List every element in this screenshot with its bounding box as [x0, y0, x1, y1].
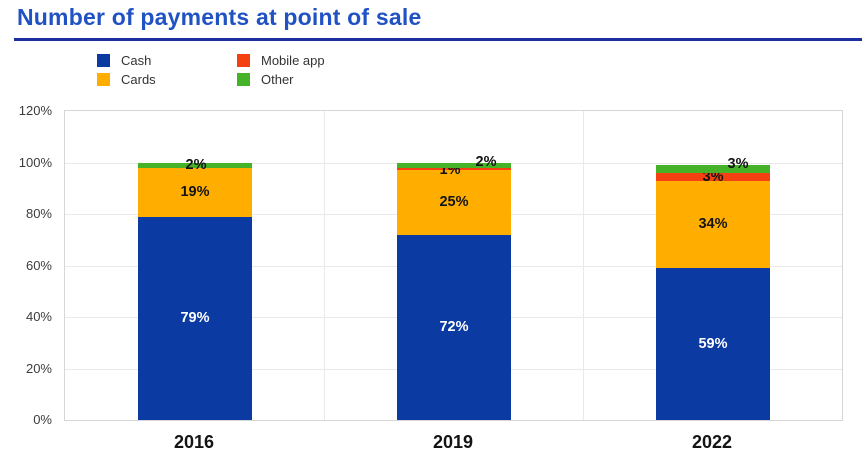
bar-value-label: 59%: [698, 336, 728, 352]
legend-label: Other: [261, 72, 294, 87]
y-tick-label: 20%: [25, 360, 52, 376]
bar-value-label: 34%: [698, 216, 728, 232]
panel-separator: [324, 111, 325, 420]
bar-segment-other: [656, 165, 770, 173]
category-label-2022: 2022: [691, 432, 733, 452]
bar-segment-cash: [397, 234, 511, 420]
legend-item-mobile-app: Mobile app: [237, 51, 377, 70]
bar-value-label: 2%: [185, 157, 207, 173]
category-label-2019: 2019: [432, 432, 474, 452]
legend-item-cards: Cards: [97, 70, 237, 89]
category-label-2016: 2016: [173, 432, 215, 452]
bar-value-label: 3%: [702, 169, 724, 185]
y-axis-tick-labels: 0% 20% 40% 60% 80% 100% 120%: [0, 103, 52, 427]
panel-separator: [583, 111, 584, 420]
title-underline: [14, 38, 862, 41]
y-tick-label: 0%: [33, 412, 52, 427]
y-tick-label: 40%: [25, 309, 52, 324]
bar-value-label: 19%: [180, 184, 210, 200]
bar-segment-other: [138, 162, 252, 168]
y-tick-label: 120%: [18, 103, 52, 118]
bar-segment-mobile-app: [397, 167, 511, 171]
bar-segment-cash: [138, 216, 252, 420]
bar-segment-cards: [138, 167, 252, 217]
bar-value-label: 3%: [727, 156, 749, 172]
y-tick-label: 60%: [25, 257, 52, 273]
bar-segment-cards: [397, 170, 511, 235]
plot-area: 79% 19% 2% 72% 25% 1% 2% 59% 34% 3% 3%: [64, 110, 843, 421]
y-tick-label: 100%: [18, 154, 52, 170]
legend-swatch-cards-icon: [97, 73, 110, 86]
legend-swatch-other-icon: [237, 73, 250, 86]
x-axis-category-labels: 2016 2019 2022: [64, 431, 843, 455]
bar-value-label: 79%: [180, 310, 210, 326]
bar-segment-cash: [656, 268, 770, 420]
legend-label: Cards: [121, 72, 156, 87]
bar-value-label: 2%: [475, 154, 497, 170]
bar-segment-cards: [656, 180, 770, 269]
page-title: Number of payments at point of sale: [17, 4, 422, 30]
chart-legend: Cash Cards Mobile app Other: [97, 51, 377, 89]
legend-swatch-mobile-app-icon: [237, 54, 250, 67]
y-tick-label: 80%: [25, 206, 52, 221]
legend-label: Mobile app: [261, 53, 325, 68]
legend-item-other: Other: [237, 70, 377, 89]
legend-label: Cash: [121, 53, 152, 68]
legend-swatch-cash-icon: [97, 54, 110, 67]
bar-value-label: 25%: [439, 194, 469, 210]
bar-value-label: 72%: [439, 319, 469, 335]
bar-segment-mobile-app: [656, 172, 770, 181]
bar-segment-other: [397, 162, 511, 168]
legend-item-cash: Cash: [97, 51, 237, 70]
